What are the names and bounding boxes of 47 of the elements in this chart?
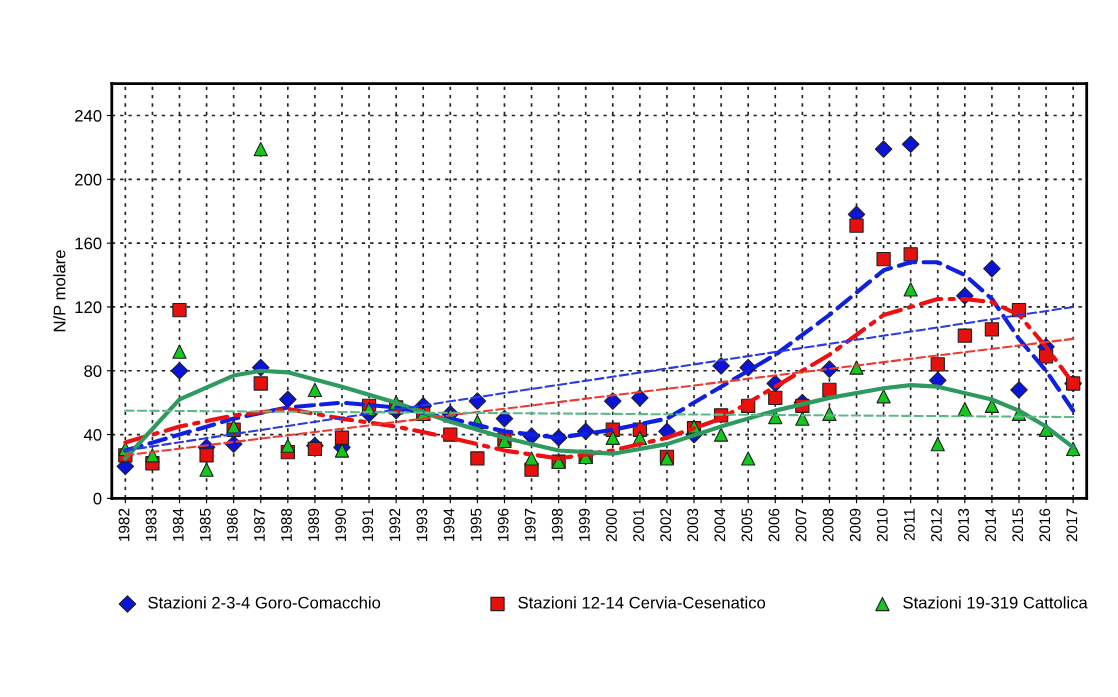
x-tick-label: 2012 (931, 508, 942, 542)
x-tick-label: 2011 (903, 508, 915, 541)
x-tick-label: 1993 (416, 508, 428, 541)
x-tick-label: 1996 (497, 508, 509, 541)
x-tick-label: 1989 (308, 508, 319, 541)
y-tick-label: 80 (84, 365, 102, 377)
x-tick-label: 2015 (1012, 508, 1024, 542)
x-tick-label: 2017 (1066, 508, 1078, 542)
y-tick-label: 0 (93, 492, 102, 505)
x-tick-label: 1994 (443, 508, 455, 541)
x-tick-label: 1988 (281, 508, 292, 541)
x-tick-label: 1984 (172, 508, 184, 541)
x-tick-label: 1998 (551, 508, 563, 541)
x-tick-label: 1992 (389, 508, 401, 541)
x-tick-label: 2008 (822, 508, 834, 542)
legend-label: Stazioni 2-3-4 Goro-Comacchio (148, 596, 381, 609)
x-tick-label: 2016 (1039, 508, 1051, 542)
x-tick-label: 1986 (226, 508, 238, 541)
x-tick-label: 2010 (876, 508, 888, 542)
y-tick-label: 240 (75, 109, 102, 122)
x-tick-label: 1985 (199, 508, 211, 541)
y-tick-label: 120 (75, 301, 102, 314)
x-tick-label: 2004 (714, 508, 726, 542)
legend-label: Stazioni 12-14 Cervia-Cesenatico (518, 596, 766, 609)
x-tick-label: 2005 (741, 508, 753, 542)
x-tick-label: 1982 (118, 508, 130, 541)
x-tick-label: 2003 (687, 508, 699, 542)
y-tick-label: 160 (75, 237, 102, 250)
y-tick-label: 200 (75, 173, 102, 186)
y-axis-title: N/P molare (53, 250, 66, 332)
x-tick-label: 1995 (470, 508, 482, 541)
x-tick-label: 1990 (335, 508, 347, 541)
x-tick-label: 2006 (768, 508, 780, 542)
x-tick-label: 2000 (606, 508, 617, 542)
x-tick-label: 2009 (849, 508, 861, 542)
x-tick-label: 2001 (633, 508, 644, 542)
x-tick-label: 1987 (254, 508, 265, 541)
legend-label: Stazioni 19-319 Cattolica (903, 596, 1088, 609)
x-tick-label: 1997 (524, 508, 536, 541)
x-tick-label: 2007 (795, 508, 807, 542)
x-tick-label: 1991 (362, 508, 374, 541)
y-tick-label: 40 (83, 428, 102, 441)
x-tick-label: 1999 (578, 508, 590, 541)
x-tick-label: 2002 (660, 508, 672, 542)
x-tick-label: 2014 (985, 508, 997, 542)
x-tick-label: 1983 (145, 508, 157, 541)
x-tick-label: 2013 (958, 508, 969, 542)
